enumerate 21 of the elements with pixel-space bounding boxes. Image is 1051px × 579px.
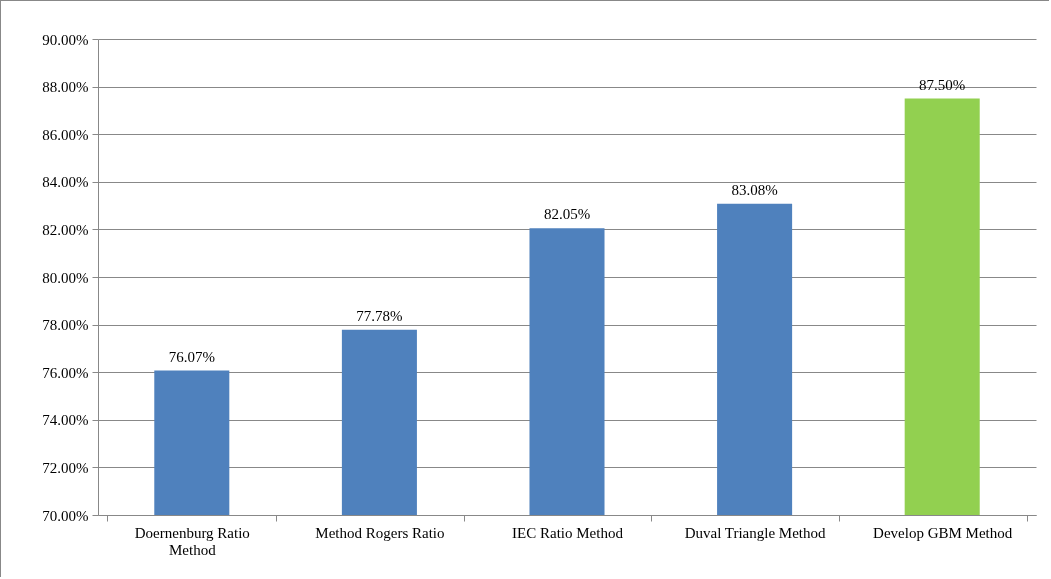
y-tick-label: 82.00% [42, 221, 89, 238]
y-tick-label: 70.00% [42, 507, 89, 524]
x-tick-label: Method Rogers Ratio [315, 524, 445, 541]
y-tick-label: 90.00% [42, 31, 89, 48]
y-tick-label: 86.00% [42, 126, 89, 143]
y-tick-label: 88.00% [42, 79, 89, 96]
x-tick-label: IEC Ratio Method [512, 524, 624, 541]
y-tick-label: 80.00% [42, 269, 89, 286]
y-tick-label: 74.00% [42, 412, 89, 429]
data-label: 82.05% [543, 206, 591, 223]
data-label: 83.08% [731, 181, 778, 198]
y-tick-label: 78.00% [42, 317, 89, 334]
x-tick-label: Doernenburg Ratio Method [134, 524, 250, 558]
y-tick-label: 76.00% [42, 364, 89, 381]
data-label: 76.07% [168, 348, 215, 365]
y-tick-label: 84.00% [42, 174, 89, 191]
x-tick-label: Duval Triangle Method [684, 524, 827, 541]
data-label: 87.50% [919, 76, 966, 93]
x-tick-label: Develop GBM Method [873, 524, 1013, 541]
y-tick-label: 72.00% [42, 459, 89, 476]
data-label: 77.78% [356, 307, 403, 324]
